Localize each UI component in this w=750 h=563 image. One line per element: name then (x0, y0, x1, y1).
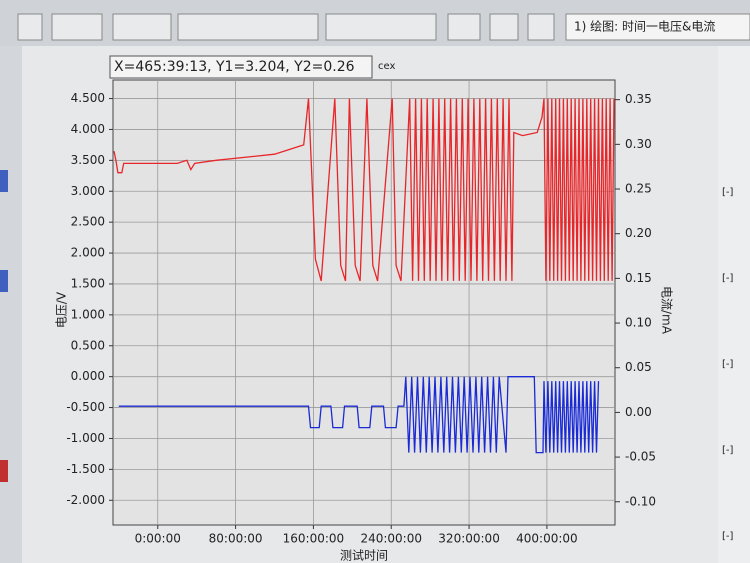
y-axis-label: 电压/V (55, 291, 69, 328)
x-tick-label: 240:00:00 (360, 532, 422, 546)
button[interactable] (177, 13, 319, 41)
panel-icon (0, 460, 8, 482)
y-tick-label: 3.000 (71, 184, 105, 198)
y-tick-label: 4.500 (71, 91, 105, 105)
button[interactable] (527, 13, 555, 41)
button[interactable] (51, 13, 103, 41)
y2-tick-label: 0.15 (625, 271, 652, 285)
y-tick-label: -1.500 (66, 462, 105, 476)
toolbar-title: 1) 绘图: 时间一电压&电流 (574, 19, 715, 34)
side-marker: [-] (722, 445, 734, 456)
y-tick-label: 2.500 (71, 215, 105, 229)
side-marker: [-] (722, 187, 734, 198)
y2-axis-label: 电流/mA (660, 286, 674, 335)
left-panel (0, 46, 22, 563)
panel-icon (0, 170, 8, 192)
y2-tick-label: 0.00 (625, 405, 652, 419)
y2-tick-label: 0.25 (625, 182, 652, 196)
readout: X=465:39:13, Y1=3.204, Y2=0.26 (114, 59, 355, 75)
y-tick-label: 3.500 (71, 153, 105, 167)
x-tick-label: 400:00:00 (516, 532, 578, 546)
series-line (113, 98, 615, 282)
y2-tick-label: -0.10 (625, 494, 656, 508)
series-line (118, 376, 600, 454)
side-marker: [-] (722, 531, 734, 542)
y-tick-label: 4.000 (71, 122, 105, 136)
plot-area (112, 79, 616, 526)
x-tick-label: 0:00:00 (135, 532, 181, 546)
title-box (565, 13, 750, 41)
button[interactable] (489, 13, 519, 41)
y-tick-label: 2.000 (71, 246, 105, 260)
button[interactable] (447, 13, 481, 41)
button[interactable] (17, 13, 43, 41)
x-tick-label: 80:00:00 (209, 532, 263, 546)
y-tick-label: -0.500 (66, 400, 105, 414)
x-tick-label: 160:00:00 (283, 532, 345, 546)
y2-tick-label: 0.05 (625, 360, 652, 374)
y2-tick-label: 0.20 (625, 226, 652, 240)
y2-tick-label: 0.30 (625, 137, 652, 151)
side-marker: [-] (722, 273, 734, 284)
y-tick-label: 0.000 (71, 369, 105, 383)
y-tick-label: 1.000 (71, 307, 105, 321)
y-tick-label: 0.500 (71, 338, 105, 352)
readout-note: cex (378, 61, 395, 72)
y2-tick-label: 0.35 (625, 92, 652, 106)
y-tick-label: 1.500 (71, 276, 105, 290)
y2-tick-label: -0.05 (625, 450, 656, 464)
right-panel (718, 46, 750, 563)
toolbar-buttons (17, 13, 555, 41)
y-tick-label: -2.000 (66, 493, 105, 507)
panel-icon (0, 270, 8, 292)
side-marker: [-] (722, 359, 734, 370)
x-tick-label: 320:00:00 (438, 532, 500, 546)
button[interactable] (112, 13, 172, 41)
x-axis-label: 测试时间 (340, 548, 388, 563)
y-tick-label: -1.000 (66, 431, 105, 445)
y2-tick-label: 0.10 (625, 316, 652, 330)
button[interactable] (325, 13, 437, 41)
readout-box (109, 55, 373, 79)
